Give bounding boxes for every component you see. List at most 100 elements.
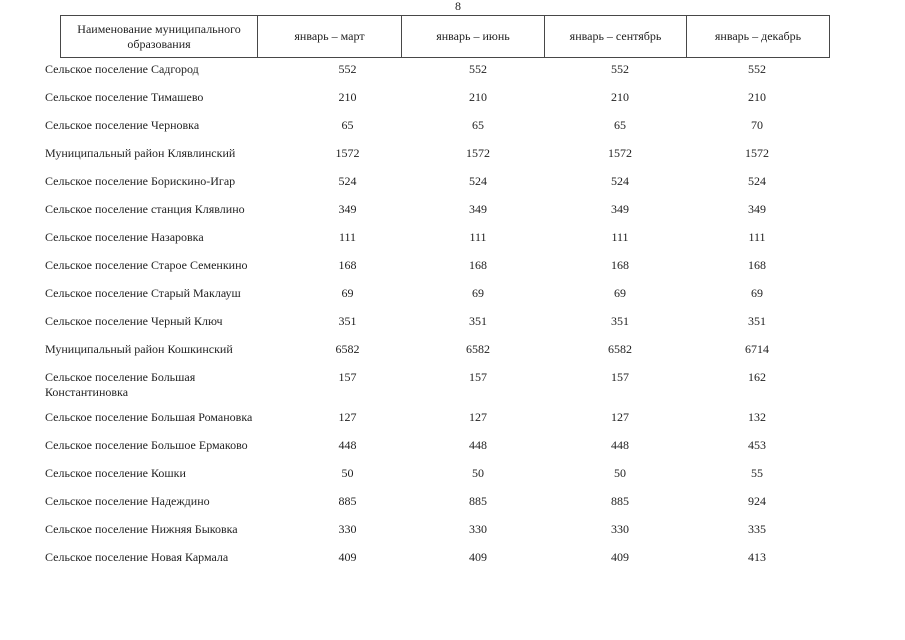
municipality-name: Муниципальный район Клявлинский [45, 146, 236, 160]
value-jan-mar: 885 [338, 494, 357, 508]
table-row: Сельское поселение Черновка 65 65 65 70 [0, 113, 905, 141]
value-jan-mar: 1572 [335, 146, 360, 160]
value-jan-dec: 1572 [745, 146, 769, 160]
table-row: Сельское поселение Кошки 50 50 50 55 [0, 461, 905, 489]
value-jan-mar: 409 [338, 550, 357, 564]
municipality-name: Сельское поселение Старое Семенкино [45, 258, 248, 272]
value-jan-dec: 524 [748, 174, 766, 188]
municipality-name: Сельское поселение Кошки [45, 466, 186, 480]
value-jan-mar: 50 [341, 466, 354, 480]
value-jan-sep: 111 [611, 230, 629, 244]
column-header-jan-mar: январь – март [258, 15, 402, 58]
value-jan-dec: 70 [751, 118, 763, 132]
value-jan-mar: 210 [338, 90, 357, 104]
municipality-name: Сельское поселение Нижняя Быковка [45, 522, 238, 536]
value-jan-dec: 111 [748, 230, 766, 244]
value-jan-dec: 132 [748, 410, 766, 424]
value-jan-mar: 65 [341, 118, 354, 132]
value-jan-dec: 210 [748, 90, 766, 104]
value-jan-jun: 351 [469, 314, 487, 328]
value-jan-jun: 1572 [466, 146, 490, 160]
value-jan-sep: 210 [611, 90, 629, 104]
value-jan-sep: 168 [611, 258, 629, 272]
value-jan-sep: 351 [611, 314, 629, 328]
value-jan-sep: 409 [611, 550, 629, 564]
value-jan-mar: 168 [338, 258, 357, 272]
value-jan-jun: 157 [469, 370, 487, 384]
table-row: Сельское поселение Нижняя Быковка 330 33… [0, 517, 905, 545]
column-header-municipality-name: Наименование муниципального образования [60, 15, 258, 58]
value-jan-sep: 69 [614, 286, 626, 300]
value-jan-dec: 351 [748, 314, 766, 328]
table-row: Сельское поселение Тимашево 210 210 210 … [0, 85, 905, 113]
municipality-name: Сельское поселение Старый Маклауш [45, 286, 241, 300]
value-jan-sep: 330 [611, 522, 629, 536]
value-jan-sep: 50 [614, 466, 626, 480]
value-jan-jun: 69 [472, 286, 484, 300]
value-jan-sep: 127 [611, 410, 629, 424]
value-jan-jun: 111 [469, 230, 487, 244]
value-jan-sep: 349 [611, 202, 629, 216]
value-jan-jun: 50 [472, 466, 484, 480]
municipality-name: Сельское поселение Большая Константиновк… [45, 370, 196, 399]
value-jan-jun: 127 [469, 410, 487, 424]
value-jan-dec: 6714 [745, 342, 769, 356]
column-header-jan-sep: январь – сентябрь [545, 15, 687, 58]
value-jan-dec: 69 [751, 286, 763, 300]
value-jan-mar: 127 [338, 410, 357, 424]
table-row: Сельское поселение Большая Романовка 127… [0, 405, 905, 433]
value-jan-mar: 351 [338, 314, 357, 328]
value-jan-dec: 552 [748, 62, 766, 76]
table-row: Сельское поселение станция Клявлино 349 … [0, 197, 905, 225]
value-jan-jun: 409 [469, 550, 487, 564]
value-jan-mar: 330 [338, 522, 357, 536]
value-jan-dec: 413 [748, 550, 766, 564]
value-jan-dec: 453 [748, 438, 766, 452]
table-row: Сельское поселение Большое Ермаково 448 … [0, 433, 905, 461]
value-jan-dec: 55 [751, 466, 763, 480]
value-jan-sep: 6582 [608, 342, 632, 356]
value-jan-mar: 69 [341, 286, 354, 300]
value-jan-mar: 111 [338, 230, 357, 244]
value-jan-mar: 6582 [335, 342, 360, 356]
table-row: Муниципальный район Клявлинский 1572 157… [0, 141, 905, 169]
column-header-jan-jun: январь – июнь [402, 15, 545, 58]
value-jan-jun: 552 [469, 62, 487, 76]
value-jan-jun: 168 [469, 258, 487, 272]
table-row: Муниципальный район Кошкинский 6582 6582… [0, 337, 905, 365]
value-jan-jun: 330 [469, 522, 487, 536]
value-jan-sep: 552 [611, 62, 629, 76]
table-row: Сельское поселение Назаровка 111 111 111… [0, 225, 905, 253]
table-row: Сельское поселение Борискино-Игар 524 52… [0, 169, 905, 197]
value-jan-sep: 885 [611, 494, 629, 508]
column-header-jan-dec: январь – декабрь [687, 15, 830, 58]
value-jan-mar: 552 [338, 62, 357, 76]
value-jan-sep: 524 [611, 174, 629, 188]
table-row: Сельское поселение Старое Семенкино 168 … [0, 253, 905, 281]
table-row: Сельское поселение Большая Константиновк… [0, 365, 905, 405]
value-jan-dec: 162 [748, 370, 766, 384]
table-row: Сельское поселение Новая Кармала 409 409… [0, 545, 905, 573]
value-jan-sep: 65 [614, 118, 626, 132]
municipality-name: Сельское поселение Большое Ермаково [45, 438, 248, 452]
table-row: Сельское поселение Старый Маклауш 69 69 … [0, 281, 905, 309]
value-jan-sep: 157 [611, 370, 629, 384]
value-jan-jun: 210 [469, 90, 487, 104]
table-row: Сельское поселение Черный Ключ 351 351 3… [0, 309, 905, 337]
value-jan-sep: 1572 [608, 146, 632, 160]
value-jan-sep: 448 [611, 438, 629, 452]
value-jan-mar: 157 [338, 370, 357, 384]
municipality-name: Сельское поселение Тимашево [45, 90, 204, 104]
municipality-name: Сельское поселение Садгород [45, 62, 199, 76]
value-jan-mar: 524 [338, 174, 357, 188]
municipality-name: Сельское поселение Назаровка [45, 230, 204, 244]
table-row: Сельское поселение Надеждино 885 885 885… [0, 489, 905, 517]
municipality-name: Сельское поселение станция Клявлино [45, 202, 245, 216]
municipality-name: Сельское поселение Новая Кармала [45, 550, 229, 564]
table-body: Сельское поселение Садгород 552 552 552 … [0, 57, 905, 573]
value-jan-jun: 448 [469, 438, 487, 452]
value-jan-dec: 349 [748, 202, 766, 216]
table-row: Сельское поселение Садгород 552 552 552 … [0, 57, 905, 85]
value-jan-jun: 885 [469, 494, 487, 508]
